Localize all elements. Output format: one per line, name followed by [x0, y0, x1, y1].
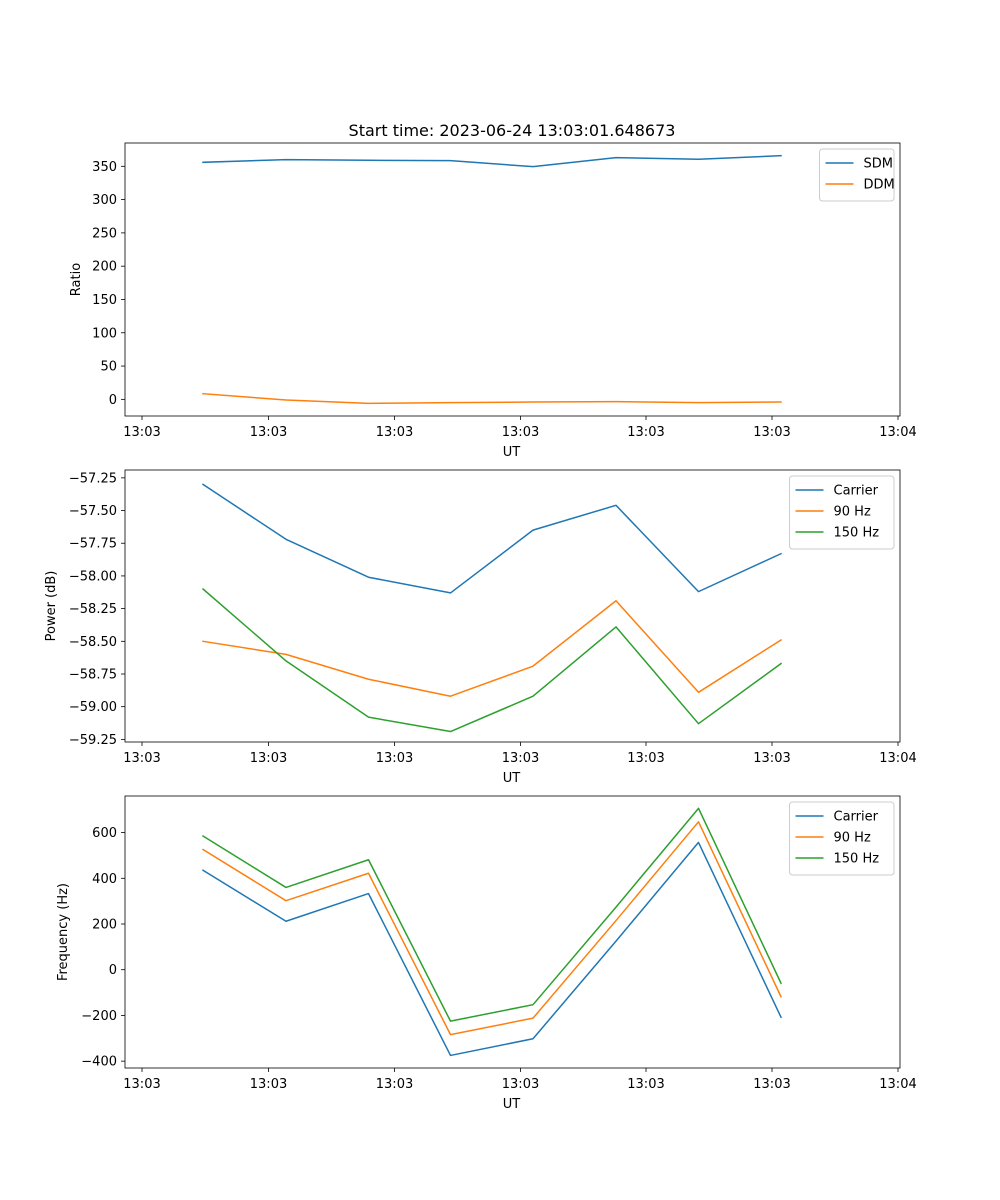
- x-axis-label: UT: [503, 1097, 521, 1112]
- series-line-90-hz: [201, 821, 782, 1036]
- legend-label: Carrier: [834, 810, 879, 825]
- x-tick-label: 13:03: [376, 1077, 413, 1092]
- legend-box: [789, 801, 895, 876]
- chart-panel-2: 13:03 13:03 13:03 13:03 13:03 13:03 13:04 −57.2…: [44, 469, 917, 786]
- y-tick-label: −58.25: [69, 602, 117, 617]
- y-tick-label: 100: [92, 326, 117, 341]
- y-tick-label: −59.25: [69, 733, 117, 748]
- x-tick-label: 13:03: [123, 1077, 160, 1092]
- series-line-carrier: [201, 483, 782, 594]
- legend-box: [789, 475, 895, 550]
- axes-frame: [124, 142, 901, 417]
- y-tick-label: −58.00: [69, 569, 117, 584]
- y-tick-label: 350: [92, 160, 117, 175]
- y-tick-label: 50: [100, 360, 117, 375]
- series-line-150-hz: [201, 807, 782, 1022]
- x-tick-label: 13:03: [627, 1077, 664, 1092]
- y-axis-label: Power (dB): [44, 571, 59, 642]
- x-tick-label: 13:04: [879, 425, 916, 440]
- series-line-90-hz: [202, 600, 783, 697]
- legend-label: 150 Hz: [834, 526, 880, 541]
- x-tick-label: 13:03: [627, 751, 664, 766]
- x-tick-label: 13:04: [879, 1077, 916, 1092]
- y-tick-label: −59.00: [69, 700, 117, 715]
- y-tick-label: 600: [92, 826, 117, 841]
- legend-label: 90 Hz: [834, 505, 871, 520]
- axes-frame: [124, 795, 901, 1069]
- y-tick-label: 0: [109, 963, 117, 978]
- y-tick-label: −57.75: [69, 537, 117, 552]
- legend: Carrier 90 Hz 150 Hz: [789, 801, 895, 876]
- y-tick-label: 200: [92, 260, 117, 275]
- series-line-ddm: [202, 392, 782, 405]
- y-tick-label: 0: [109, 393, 117, 408]
- y-tick-label: 400: [92, 872, 117, 887]
- x-tick-label: 13:03: [753, 751, 790, 766]
- legend-label: Carrier: [834, 484, 879, 499]
- x-tick-label: 13:03: [123, 751, 160, 766]
- y-tick-label: 150: [92, 293, 117, 308]
- x-tick-label: 13:03: [753, 1077, 790, 1092]
- legend-label: SDM: [864, 157, 893, 172]
- x-tick-label: 13:04: [879, 751, 916, 766]
- y-tick-label: 300: [92, 193, 117, 208]
- y-tick-label: −57.50: [69, 504, 117, 519]
- y-tick-label: −58.50: [69, 635, 117, 650]
- series-line-150-hz: [201, 587, 783, 733]
- y-tick-label: 250: [92, 226, 117, 241]
- y-tick-label: −57.25: [69, 471, 117, 486]
- legend-label: DDM: [864, 178, 895, 193]
- legend-label: 90 Hz: [834, 831, 871, 846]
- x-tick-label: 13:03: [376, 751, 413, 766]
- x-tick-label: 13:03: [502, 1077, 539, 1092]
- series-line-carrier: [201, 841, 782, 1057]
- x-tick-label: 13:03: [502, 751, 539, 766]
- legend: SDM DDM: [819, 148, 895, 202]
- x-tick-label: 13:03: [502, 425, 539, 440]
- charts-layer: 13:03 13:03 13:03 13:03 13:03 13:03 13:04 0 50 10…: [44, 142, 917, 1112]
- figure-title: Start time: 2023-06-24 13:03:01.648673: [349, 121, 676, 140]
- legend-label: 150 Hz: [834, 852, 880, 867]
- x-tick-label: 13:03: [627, 425, 664, 440]
- chart-panel-1: 13:03 13:03 13:03 13:03 13:03 13:03 13:04 0 50 10…: [69, 142, 917, 460]
- x-tick-label: 13:03: [753, 425, 790, 440]
- x-axis-label: UT: [503, 771, 521, 786]
- axes-frame: [124, 469, 901, 743]
- x-tick-label: 13:03: [250, 425, 287, 440]
- legend: Carrier 90 Hz 150 Hz: [789, 475, 895, 550]
- y-tick-label: −200: [81, 1009, 117, 1024]
- x-tick-label: 13:03: [123, 425, 160, 440]
- y-tick-label: 200: [92, 918, 117, 933]
- y-axis-label: Frequency (Hz): [56, 883, 71, 981]
- y-tick-label: −58.75: [69, 668, 117, 683]
- x-tick-label: 13:03: [376, 425, 413, 440]
- y-tick-label: −400: [81, 1055, 117, 1070]
- x-tick-label: 13:03: [250, 1077, 287, 1092]
- chart-panel-3: 13:03 13:03 13:03 13:03 13:03 13:03 13:04 −400 −…: [56, 795, 917, 1112]
- series-line-sdm: [202, 154, 782, 168]
- x-axis-label: UT: [503, 445, 521, 460]
- x-tick-label: 13:03: [250, 751, 287, 766]
- y-axis-label: Ratio: [69, 263, 84, 296]
- legend-box: [819, 148, 895, 202]
